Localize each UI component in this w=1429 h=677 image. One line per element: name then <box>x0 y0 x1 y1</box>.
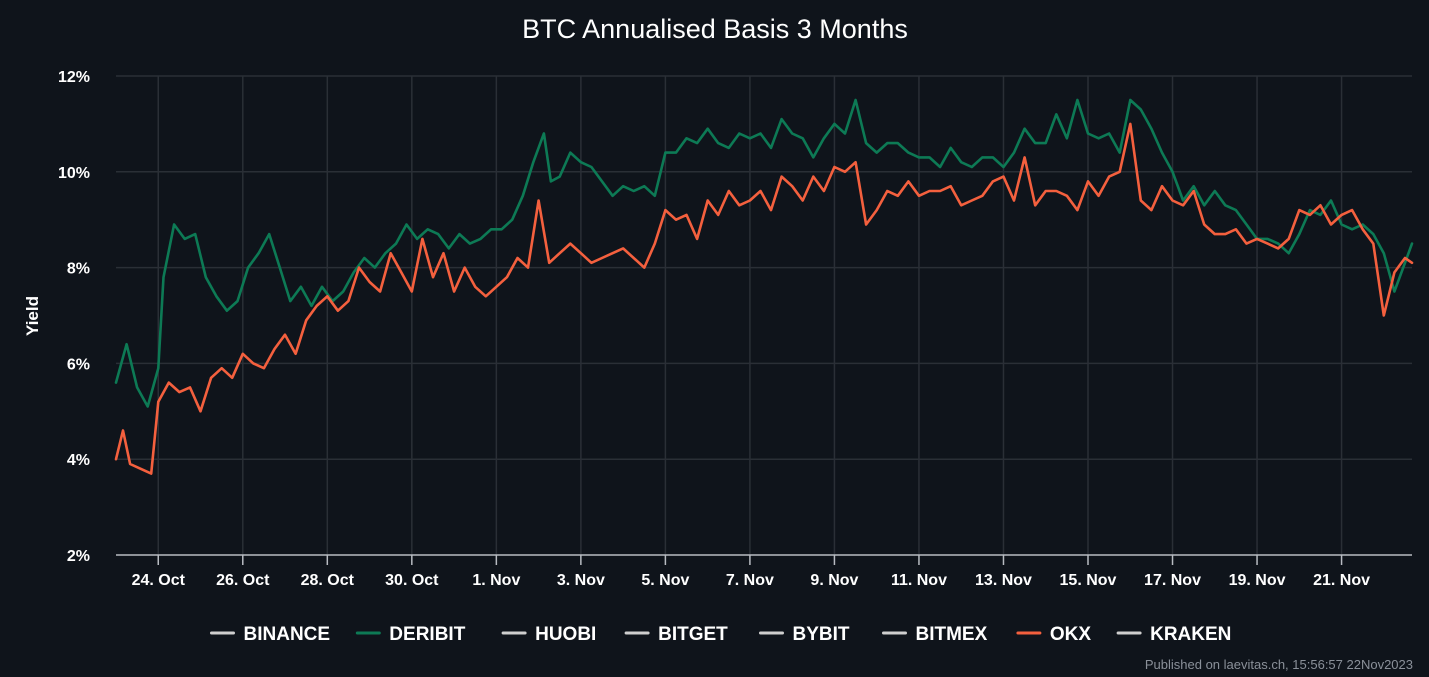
legend-item-bybit[interactable]: BYBIT <box>759 624 850 645</box>
y-tick-label: 10% <box>58 165 90 182</box>
legend-item-bitmex[interactable]: BITMEX <box>882 624 988 645</box>
x-tick-label: 1. Nov <box>472 572 520 589</box>
y-tick-label: 8% <box>67 261 90 278</box>
y-tick-label: 2% <box>67 548 90 565</box>
series-line-okx <box>114 122 1414 475</box>
y-axis-label: Yield <box>23 296 42 336</box>
legend-label: BYBIT <box>793 624 850 645</box>
legend-item-bitget[interactable]: BITGET <box>624 624 728 645</box>
series-line-deribit <box>114 98 1414 408</box>
legend: BINANCE DERIBIT HUOBI BITGET BYBIT BITMEX OKX K… <box>210 624 1231 645</box>
x-tick-label: 11. Nov <box>891 572 947 589</box>
y-tick-label: 6% <box>67 356 90 373</box>
legend-label: BITGET <box>658 624 728 645</box>
legend-item-okx[interactable]: OKX <box>1016 624 1092 645</box>
y-axis-ticks: 2% 4% 6% 8% 10% 12% <box>58 69 90 565</box>
x-tick-label: 3. Nov <box>557 572 605 589</box>
x-tick-label: 5. Nov <box>641 572 689 589</box>
x-tick-label: 13. Nov <box>975 572 1032 589</box>
x-axis-ticks: 24. Oct 26. Oct 28. Oct 30. Oct 1. Nov 3. Nov… <box>132 555 1370 589</box>
x-tick-label: 19. Nov <box>1229 572 1286 589</box>
x-tick-label: 30. Oct <box>385 572 439 589</box>
legend-label: KRAKEN <box>1150 624 1231 645</box>
legend-item-binance[interactable]: BINANCE <box>210 624 331 645</box>
y-tick-label: 12% <box>58 69 90 86</box>
chart-title: BTC Annualised Basis 3 Months <box>522 14 908 44</box>
legend-label: OKX <box>1050 624 1092 645</box>
x-tick-label: 21. Nov <box>1313 572 1370 589</box>
legend-item-deribit[interactable]: DERIBIT <box>355 624 466 645</box>
x-tick-label: 17. Nov <box>1144 572 1201 589</box>
legend-item-kraken[interactable]: KRAKEN <box>1116 624 1231 645</box>
x-tick-label: 26. Oct <box>216 572 270 589</box>
legend-label: DERIBIT <box>389 624 465 645</box>
x-tick-label: 28. Oct <box>301 572 355 589</box>
y-tick-label: 4% <box>67 452 90 469</box>
legend-label: HUOBI <box>535 624 596 645</box>
x-tick-label: 15. Nov <box>1060 572 1117 589</box>
legend-label: BINANCE <box>244 624 331 645</box>
legend-label: BITMEX <box>916 624 988 645</box>
x-tick-label: 24. Oct <box>132 572 186 589</box>
series-lines <box>114 98 1414 475</box>
legend-item-huobi[interactable]: HUOBI <box>501 624 596 645</box>
published-footer: Published on laevitas.ch, 15:56:57 22Nov… <box>1145 657 1413 672</box>
x-tick-label: 9. Nov <box>810 572 858 589</box>
x-tick-label: 7. Nov <box>726 572 774 589</box>
